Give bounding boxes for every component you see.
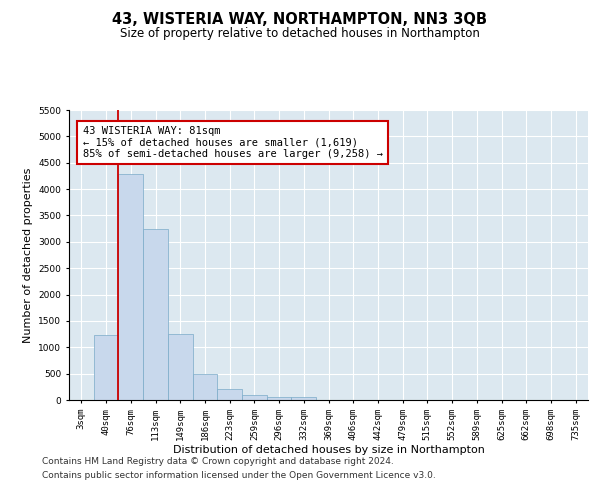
Text: Contains public sector information licensed under the Open Government Licence v3: Contains public sector information licen… [42, 471, 436, 480]
Bar [193, 374, 217, 400]
Bar [292, 398, 316, 400]
Text: Size of property relative to detached houses in Northampton: Size of property relative to detached ho… [120, 28, 480, 40]
Bar [168, 334, 193, 400]
Text: 43, WISTERIA WAY, NORTHAMPTON, NN3 3QB: 43, WISTERIA WAY, NORTHAMPTON, NN3 3QB [113, 12, 487, 28]
Text: Contains HM Land Registry data © Crown copyright and database right 2024.: Contains HM Land Registry data © Crown c… [42, 458, 394, 466]
Bar [242, 396, 267, 400]
Bar [118, 174, 143, 400]
Bar [94, 335, 118, 400]
Bar [143, 228, 168, 400]
Bar [217, 390, 242, 400]
Text: 43 WISTERIA WAY: 81sqm
← 15% of detached houses are smaller (1,619)
85% of semi-: 43 WISTERIA WAY: 81sqm ← 15% of detached… [83, 126, 383, 159]
Y-axis label: Number of detached properties: Number of detached properties [23, 168, 33, 342]
X-axis label: Distribution of detached houses by size in Northampton: Distribution of detached houses by size … [173, 446, 484, 456]
Bar [267, 397, 292, 400]
